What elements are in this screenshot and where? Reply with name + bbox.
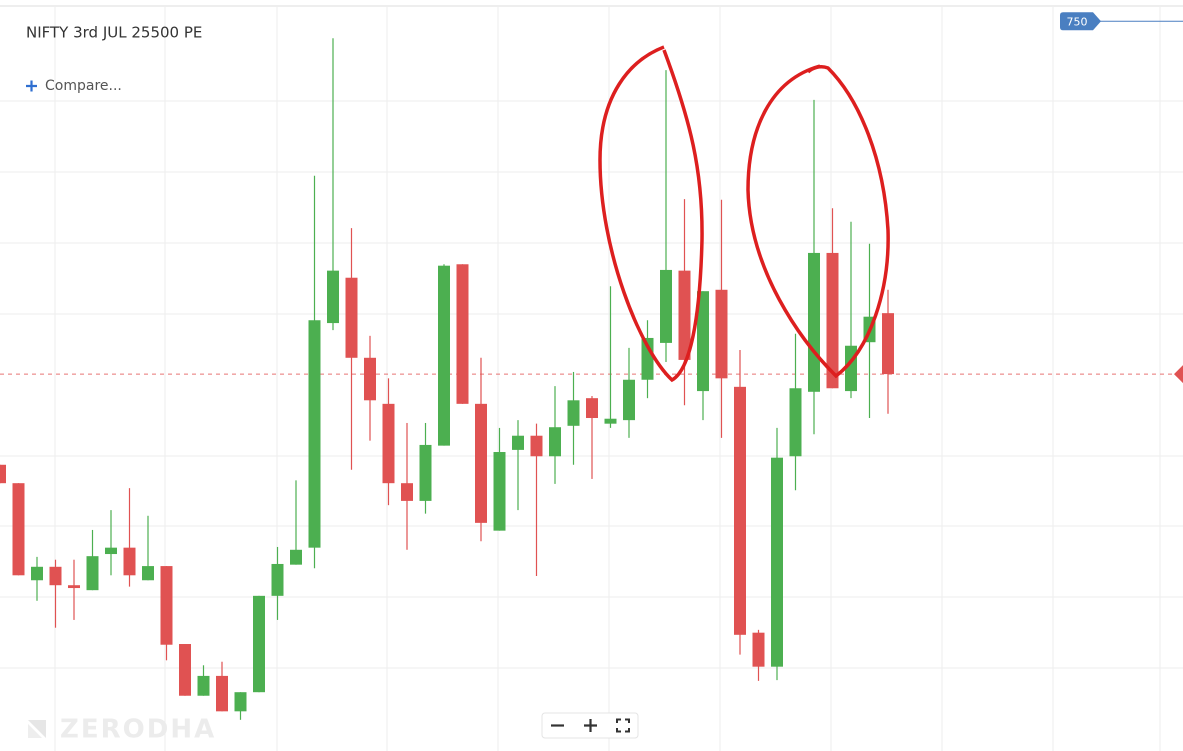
watermark-text: ZERODHA (60, 715, 216, 745)
candle-body (0, 464, 6, 484)
candle-body (826, 252, 839, 389)
chart-title: NIFTY 3rd JUL 25500 PE (26, 24, 202, 42)
candle-body (234, 692, 247, 712)
candle-body (549, 427, 561, 457)
candle-body (216, 675, 228, 712)
candle-body (179, 644, 191, 696)
candle-body (530, 435, 543, 457)
annotation-circles (598, 45, 890, 383)
candle-body (475, 403, 487, 523)
candle-body (253, 595, 265, 693)
candle-body (789, 388, 802, 457)
last-price-marker (1174, 365, 1183, 384)
candle-body (567, 400, 580, 426)
compare-button[interactable]: Compare... (26, 78, 122, 94)
candle-body (327, 270, 339, 324)
candle-body (86, 556, 99, 591)
candle-body (512, 435, 524, 450)
watermark: ZERODHA (28, 715, 216, 745)
candle-body (364, 357, 376, 401)
candle-body (142, 566, 154, 581)
candle-body (401, 483, 413, 501)
candle-body (438, 265, 450, 446)
candle-body (678, 270, 691, 360)
zoom-controls (541, 712, 639, 739)
y-tick-badge (1060, 12, 1101, 31)
candle-body (660, 269, 672, 343)
candle-body (290, 549, 302, 565)
candle-body (12, 483, 25, 576)
candle-body (382, 403, 395, 484)
candle-body (105, 547, 117, 555)
fullscreen-button[interactable] (616, 718, 630, 733)
candle-body (197, 675, 210, 696)
candle-body (715, 289, 728, 379)
candle-body (68, 585, 80, 589)
candle-body (882, 313, 894, 375)
candle-body (752, 632, 765, 667)
candle-body (808, 252, 820, 392)
candle-body (308, 320, 321, 548)
zoom-in-button[interactable] (584, 719, 597, 732)
candle-body (123, 547, 136, 576)
candle-body (493, 452, 506, 531)
candle-body (623, 379, 635, 421)
candle-body (419, 444, 432, 501)
candle-body (697, 291, 709, 392)
candle-body (456, 264, 469, 404)
grid (0, 5, 1183, 751)
candle-body (771, 457, 783, 667)
candle-body (345, 277, 358, 358)
candle-body (160, 566, 173, 645)
candle-body (31, 566, 43, 581)
candle-body (586, 398, 598, 419)
y-tick-label: 750 (1067, 15, 1088, 28)
compare-label[interactable]: Compare... (45, 78, 122, 94)
plot-area (0, 38, 1172, 720)
candle-body (49, 566, 62, 586)
candle-body (734, 386, 746, 635)
candle-body (271, 563, 284, 596)
candle-body (604, 418, 617, 424)
